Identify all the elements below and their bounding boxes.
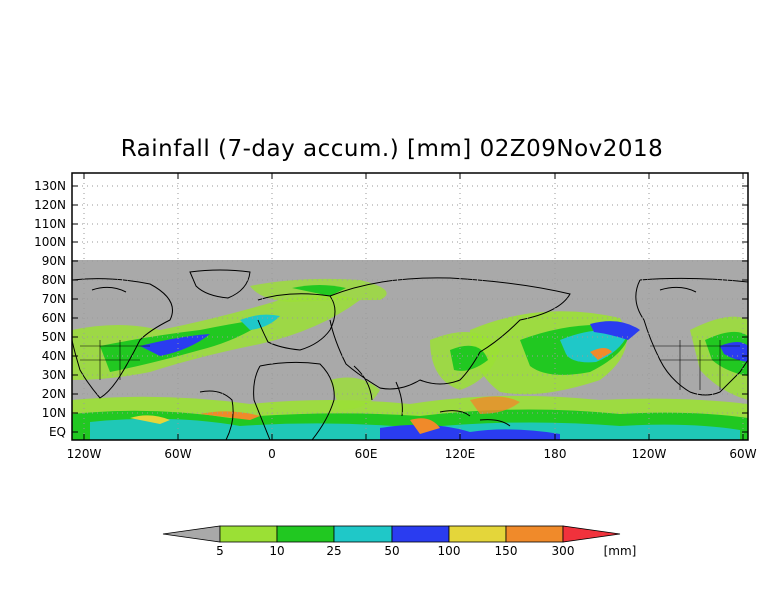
lat-tick-label: 80N [42, 273, 66, 287]
lat-tick-label: EQ [49, 425, 66, 439]
colorbar-unit: [mm] [604, 544, 637, 558]
colorbar-label: 50 [384, 544, 399, 558]
lat-tick-label: 50N [42, 330, 66, 344]
colorbar-swatch-2 [276, 525, 335, 543]
lat-tick-label: 40N [42, 349, 66, 363]
longitude-axis: 120W 60W 0 60E 120E 180 120W 60W [67, 447, 757, 461]
colorbar-label: 5 [216, 544, 224, 558]
lon-tick-label: 0 [268, 447, 276, 461]
lon-tick-label: 120W [67, 447, 102, 461]
colorbar-swatch-5 [448, 525, 507, 543]
colorbar-swatch-4 [391, 525, 450, 543]
lat-tick-label: 20N [42, 387, 66, 401]
lat-tick-label: 10N [42, 406, 66, 420]
map-title: Rainfall (7-day accum.) [mm] 02Z09Nov201… [120, 136, 664, 162]
axis-ticks [72, 173, 748, 440]
lat-tick-label: 120N [34, 198, 66, 212]
colorbar-swatch-6 [505, 525, 564, 543]
colorbar-swatch-7 [562, 525, 621, 543]
map-frame [71, 172, 749, 441]
lat-tick-label: 70N [42, 292, 66, 306]
lat-tick-label: 110N [34, 217, 66, 231]
coastlines [72, 269, 748, 440]
rainfall-field [72, 278, 748, 440]
lon-tick-label: 60W [164, 447, 191, 461]
colorbar-label: 100 [438, 544, 461, 558]
state-boundaries [80, 340, 740, 390]
lon-tick-label: 120W [632, 447, 667, 461]
lon-tick-label: 60W [729, 447, 756, 461]
colorbar-swatch-3 [333, 525, 393, 543]
colorbar-label: 25 [326, 544, 341, 558]
latitude-axis: 130N 120N 110N 100N 90N 80N 70N 60N 50N … [34, 179, 66, 439]
lat-tick-label: 100N [34, 235, 66, 249]
lat-tick-label: 130N [34, 179, 66, 193]
lat-tick-label: 60N [42, 311, 66, 325]
colorbar-label: 150 [495, 544, 518, 558]
colorbar-label: 300 [552, 544, 575, 558]
colorbar: 5 10 25 50 100 150 300 [mm] [162, 525, 637, 558]
lon-tick-label: 60E [355, 447, 378, 461]
lon-tick-label: 180 [544, 447, 567, 461]
colorbar-swatch-1 [219, 525, 278, 543]
lat-tick-label: 90N [42, 254, 66, 268]
colorbar-swatch-0 [162, 525, 221, 543]
colorbar-label: 10 [269, 544, 284, 558]
lon-tick-label: 120E [445, 447, 476, 461]
lat-tick-label: 30N [42, 368, 66, 382]
